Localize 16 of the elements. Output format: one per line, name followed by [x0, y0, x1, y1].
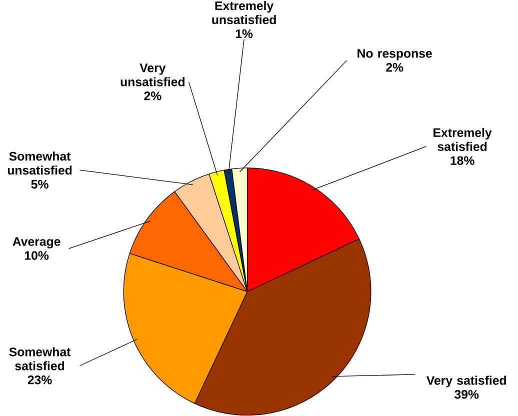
slice-label: Very unsatisfied: [120, 64, 184, 86]
data-label: 1%: [236, 30, 253, 38]
slice-label: Somewhat satisfied: [9, 347, 71, 371]
data-label: 2%: [386, 63, 404, 72]
slice-label: Extremely satisfied: [434, 128, 492, 152]
data-label: 10%: [24, 251, 49, 260]
data-label: 18%: [450, 156, 474, 166]
data-label: 23%: [28, 376, 52, 385]
slice-label: Somewhat unsatisfied: [8, 152, 72, 175]
slice-label: Very satisfied: [426, 376, 506, 388]
slice-label: Average: [12, 238, 60, 249]
data-label: 2%: [144, 92, 162, 100]
slice-label: Extremely unsatisfied: [212, 1, 276, 24]
data-label: 5%: [31, 180, 48, 189]
slice-label: No response: [358, 49, 432, 60]
data-label: 39%: [454, 390, 479, 400]
